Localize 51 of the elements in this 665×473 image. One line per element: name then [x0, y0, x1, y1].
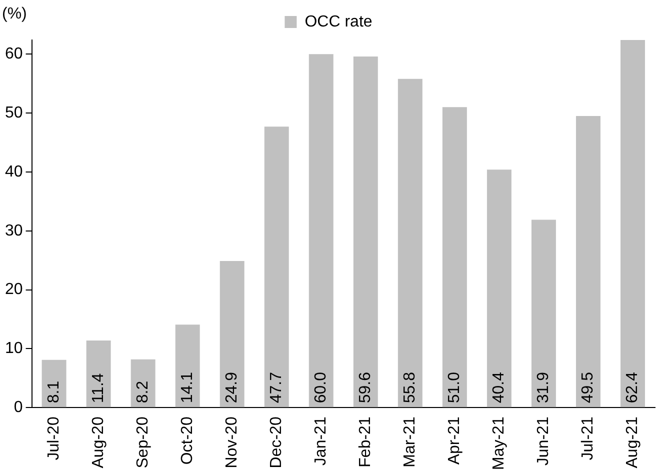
bar	[264, 126, 289, 408]
x-tick-label: Mar-21	[402, 416, 419, 468]
x-tick-label: Aug-20	[90, 416, 107, 468]
bar	[531, 220, 556, 408]
x-tick-label: May-21	[490, 416, 508, 470]
legend-label: OCC rate	[304, 13, 372, 30]
x-tick-label: Oct-20	[179, 416, 196, 465]
bar	[130, 359, 156, 408]
data-label: 11.4	[90, 373, 107, 404]
data-label: 8.1	[45, 380, 62, 404]
bar	[398, 78, 422, 408]
data-label: 59.6	[357, 372, 374, 404]
data-label: 62.4	[624, 372, 642, 404]
data-label: 55.8	[402, 372, 419, 404]
x-tick-label: Aug-21	[624, 416, 642, 468]
x-tick-label: Sep-20	[134, 416, 152, 468]
bar	[576, 116, 600, 408]
y-tick-label: 60	[5, 46, 23, 63]
bar	[86, 340, 111, 408]
bar	[442, 107, 467, 408]
bar	[42, 360, 66, 408]
x-tick-label: Apr-21	[446, 416, 464, 465]
bar	[220, 260, 244, 408]
y-tick-label: 40	[5, 163, 23, 180]
x-tick-label: Feb-21	[357, 416, 374, 468]
data-label: 60.0	[312, 372, 330, 404]
bar	[620, 40, 645, 408]
x-tick-label: Nov-20	[224, 416, 241, 468]
data-label: 8.2	[134, 380, 152, 404]
x-tick-label: Jul-21	[580, 416, 597, 460]
x-tick-label: Jun-21	[535, 416, 552, 466]
x-tick-label: Jul-20	[45, 416, 62, 460]
data-label: 51.0	[446, 372, 464, 404]
y-tick-label: 0	[14, 399, 23, 416]
bar	[175, 324, 200, 408]
bar	[308, 54, 334, 408]
x-tick-label: Jan-21	[312, 416, 330, 466]
data-label: 47.7	[268, 372, 286, 404]
y-tick-label: 50	[5, 104, 23, 122]
y-tick-label: 30	[5, 222, 23, 240]
data-label: 40.4	[490, 372, 508, 404]
y-axis-title: (%)	[2, 5, 27, 22]
bar	[486, 170, 512, 408]
data-label: 14.1	[179, 372, 196, 404]
bar	[353, 56, 378, 408]
data-label: 49.5	[580, 372, 597, 404]
data-label: 31.9	[535, 372, 552, 404]
data-label: 24.9	[224, 372, 241, 404]
x-tick-label: Dec-20	[268, 416, 286, 468]
y-tick-label: 10	[5, 340, 23, 358]
y-tick-label: 20	[5, 281, 23, 298]
